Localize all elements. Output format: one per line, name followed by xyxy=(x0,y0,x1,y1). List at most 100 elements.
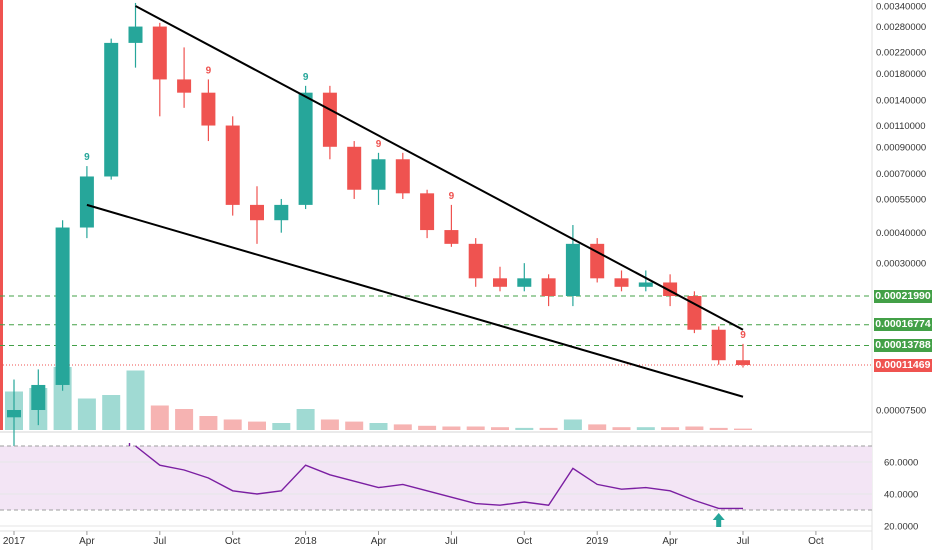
price-tick-label: 0.00070000 xyxy=(876,169,926,180)
time-tick-label: Jul xyxy=(737,536,750,547)
volume-bar xyxy=(563,419,582,430)
count-labels: 9 9 9 9 9 9 xyxy=(84,65,746,340)
candle-body xyxy=(152,26,167,80)
candle-body xyxy=(104,42,119,177)
volume-bar xyxy=(636,427,655,430)
volume-bar xyxy=(223,419,242,430)
candle-body xyxy=(614,278,629,287)
volume-bar xyxy=(661,427,680,430)
axes: 0.00340000 0.00280000 0.00220000 0.00180000… xyxy=(3,2,926,548)
candle-body xyxy=(395,159,410,194)
volume-bar xyxy=(248,421,266,430)
candle-body xyxy=(177,79,192,93)
trendline-upper xyxy=(135,5,744,331)
candle-body xyxy=(736,360,750,366)
price-tick-label: 0.00007500 xyxy=(876,406,926,417)
rsi-line xyxy=(135,445,743,510)
volume-bar xyxy=(442,426,461,430)
price-tick-label: 0.00340000 xyxy=(876,2,926,13)
volume-bar xyxy=(539,427,558,430)
trendlines xyxy=(86,5,744,398)
candle-body xyxy=(274,204,289,221)
volume-bar xyxy=(345,421,364,430)
candle-body xyxy=(687,296,702,330)
volume-bar xyxy=(491,427,509,430)
candle-body xyxy=(322,92,337,147)
time-tick-label: 2017 xyxy=(3,536,26,547)
sequential-count-label: 9 xyxy=(740,330,746,341)
volume-bar xyxy=(515,427,534,430)
volume-bar xyxy=(393,424,412,430)
sequential-count-label: 9 xyxy=(206,65,212,76)
sequential-count-label: 9 xyxy=(449,191,455,202)
rsi-pane xyxy=(0,443,872,527)
volume-bar xyxy=(102,395,121,430)
volume-bar xyxy=(150,405,169,430)
price-tick-label: 0.00280000 xyxy=(876,22,926,33)
volume-bar xyxy=(588,424,607,430)
candle-body xyxy=(590,243,605,279)
candle-body xyxy=(565,243,580,297)
sequential-count-label: 9 xyxy=(376,139,382,150)
volume-bars xyxy=(5,367,752,430)
candle-body xyxy=(225,125,240,205)
time-tick-label: 2018 xyxy=(294,536,317,547)
volume-bar xyxy=(612,427,631,430)
rsi-band xyxy=(0,446,872,510)
candle-body xyxy=(517,278,532,287)
candle-body xyxy=(55,227,70,385)
candle-body xyxy=(371,159,386,190)
price-tick-label: 0.00090000 xyxy=(876,142,926,153)
start-marker xyxy=(0,0,3,430)
time-tick-label: Oct xyxy=(808,536,824,547)
candle-body xyxy=(201,92,216,126)
rsi-tick-label: 20.0000 xyxy=(884,522,918,533)
candle-body xyxy=(7,410,21,418)
volume-bar xyxy=(709,427,728,430)
rsi-tick-label: 40.0000 xyxy=(884,490,918,501)
price-level-label: 0.00021990 xyxy=(874,289,932,303)
candle-body xyxy=(298,92,313,205)
volume-bar xyxy=(296,409,315,430)
price-tick-label: 0.00110000 xyxy=(876,121,926,132)
price-tick-label: 0.00040000 xyxy=(876,228,926,239)
volume-bar xyxy=(369,423,388,430)
time-tick-label: Apr xyxy=(79,536,95,547)
candle-body xyxy=(347,146,362,190)
candle-body xyxy=(468,243,483,279)
candle-body xyxy=(79,176,94,228)
volume-bar xyxy=(126,370,145,430)
time-tick-label: Jul xyxy=(153,536,166,547)
sequential-count-label: 9 xyxy=(84,152,90,163)
rsi-tick-label: 60.0000 xyxy=(884,458,918,469)
price-tick-label: 0.00030000 xyxy=(876,259,926,270)
volume-bar xyxy=(734,428,752,430)
candle-body xyxy=(444,230,459,244)
price-level-label: 0.00011469 xyxy=(874,358,932,372)
volume-bar xyxy=(175,409,194,430)
volume-bar xyxy=(77,398,96,430)
volume-bar xyxy=(466,426,485,430)
candle-body xyxy=(638,282,653,287)
candles xyxy=(7,2,750,453)
candle-body xyxy=(128,26,143,43)
price-tick-label: 0.00220000 xyxy=(876,48,926,59)
price-level-label: 0.00016774 xyxy=(874,318,932,332)
time-tick-label: Jul xyxy=(445,536,458,547)
candle-body xyxy=(711,329,726,361)
volume-bar xyxy=(320,419,339,430)
time-tick-label: Apr xyxy=(371,536,387,547)
up-arrow-icon xyxy=(712,513,725,527)
candle-body xyxy=(31,384,46,410)
time-tick-label: Oct xyxy=(225,536,241,547)
time-tick-label: 2019 xyxy=(586,536,609,547)
price-tick-label: 0.00180000 xyxy=(876,69,926,80)
candle-body xyxy=(420,193,435,231)
sequential-count-label: 9 xyxy=(303,72,309,83)
candle-body xyxy=(541,278,556,297)
candle-body xyxy=(250,204,264,221)
price-tick-label: 0.00140000 xyxy=(876,95,926,106)
volume-bar xyxy=(418,425,437,430)
volume-bar xyxy=(272,423,291,430)
